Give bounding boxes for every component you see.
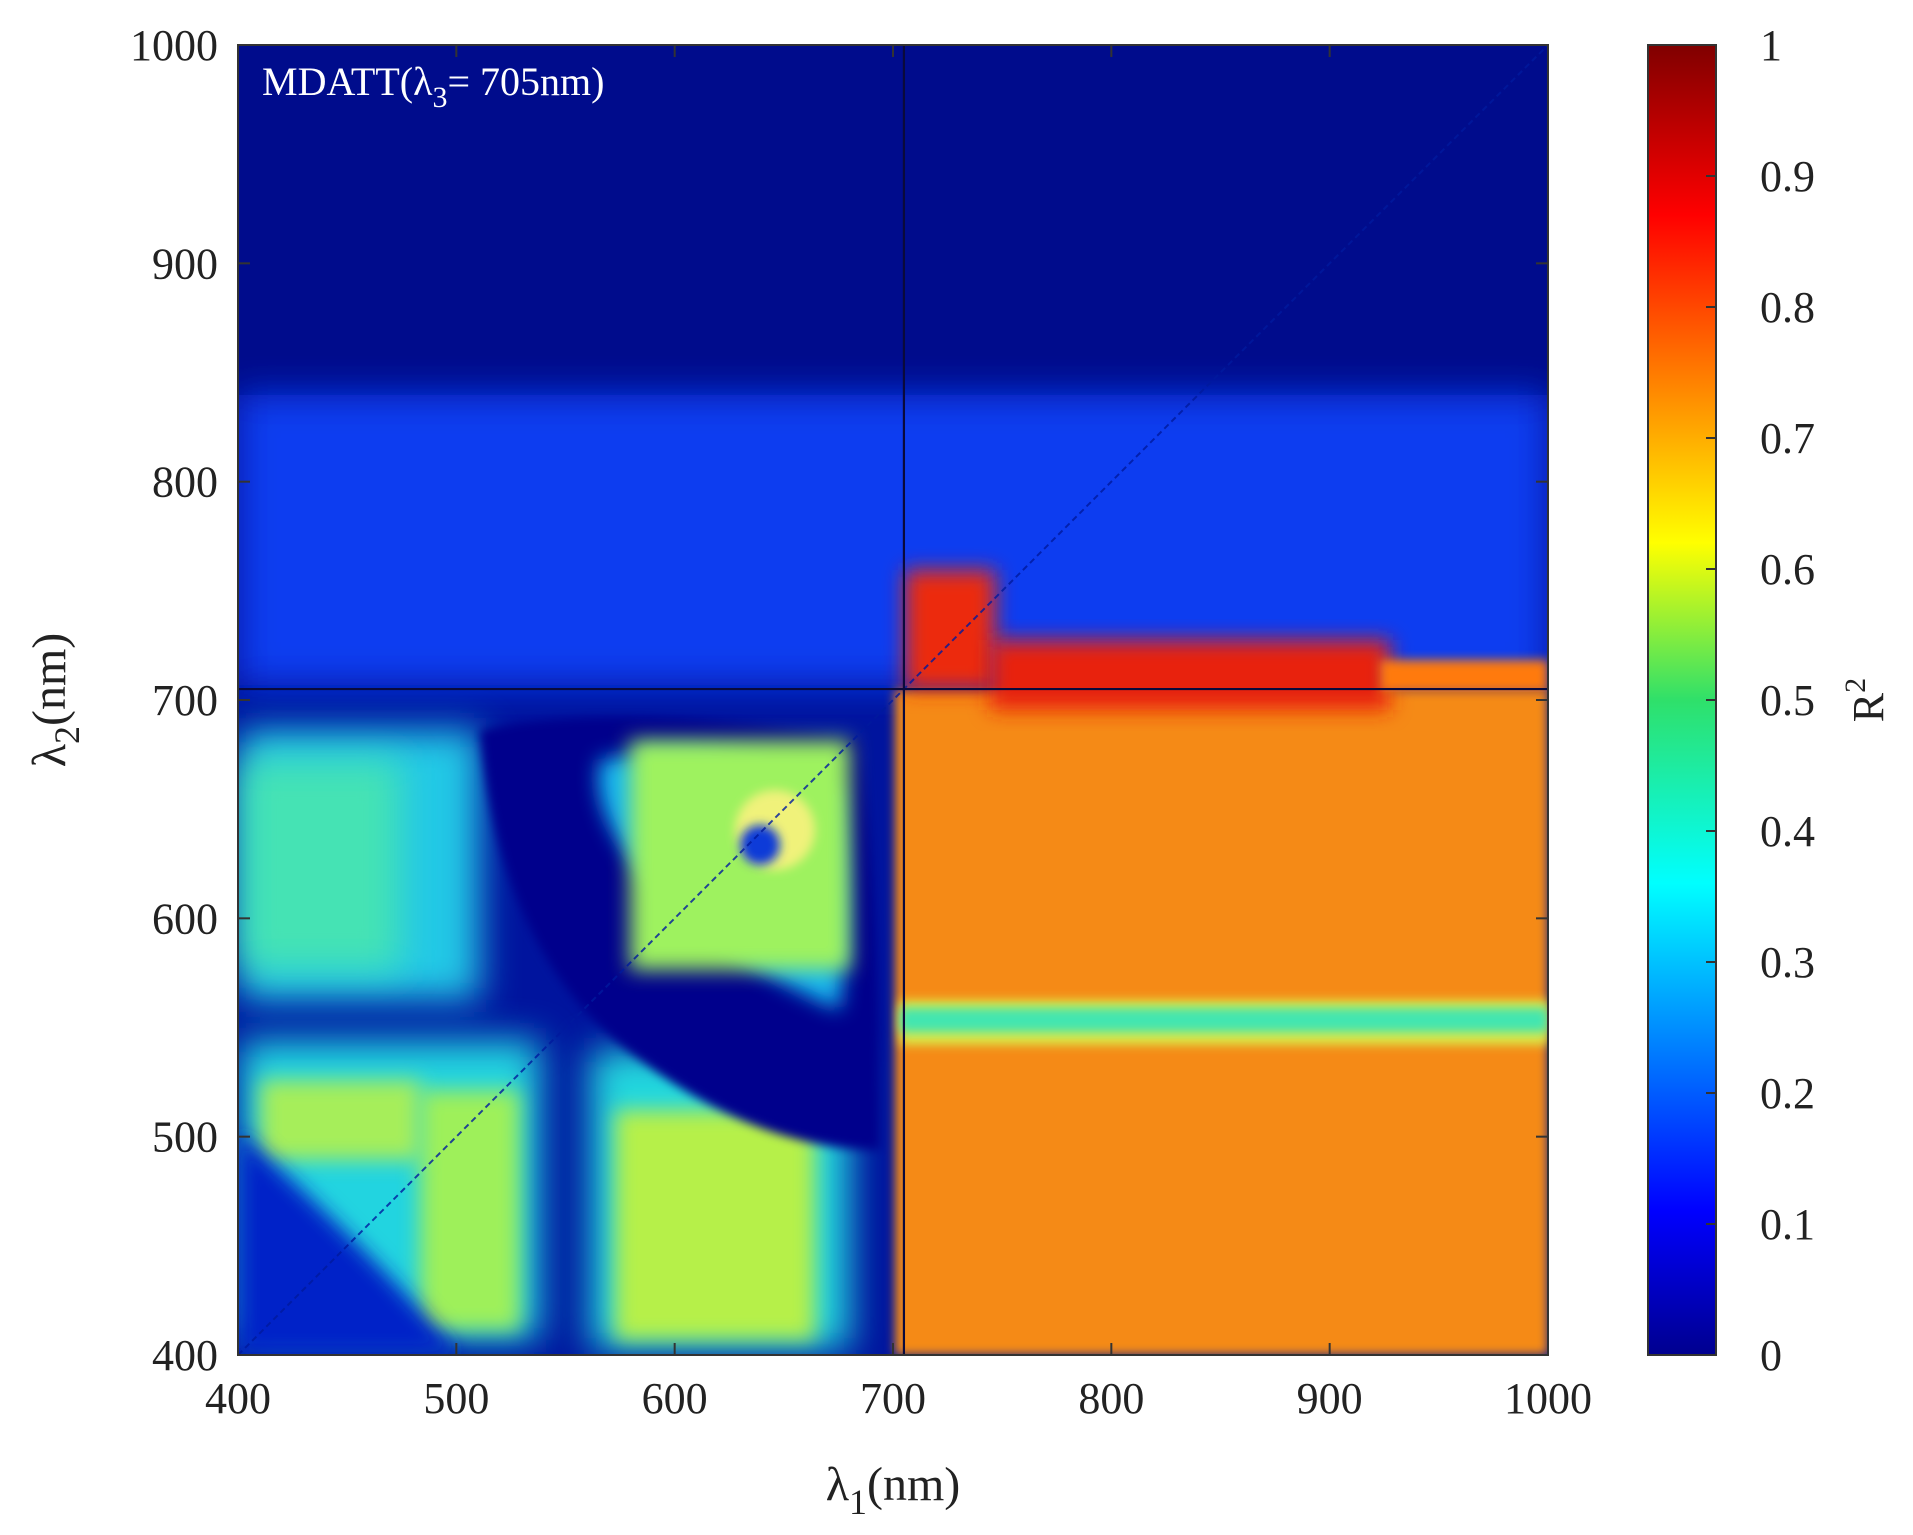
colorbar-gradient [1647,44,1717,1356]
crosshair [238,45,1548,1355]
colorbar-tick-label: 0.7 [1760,414,1815,463]
colorbar-tick-label: 0.1 [1760,1200,1815,1249]
x-tick-label: 800 [1078,1374,1144,1423]
colorbar-tick-label: 0.3 [1760,938,1815,987]
x-axis-label-unit: (nm) [867,1458,960,1511]
colorbar-tick-label: 0.5 [1760,676,1815,725]
x-tick-label: 1000 [1504,1374,1592,1423]
colorbar-tick-label: 0.4 [1760,807,1815,856]
y-axis-label-symbol: λ [23,743,76,767]
y-tick-label: 500 [152,1113,218,1162]
colorbar-ticks: 0 0.1 0.2 0.3 0.4 0.5 0.6 0.7 0.8 0.9 1 [1706,21,1815,1380]
y-axis-label: λ2(nm) [23,633,87,768]
y-tick-label: 400 [152,1331,218,1380]
y-axis-label-unit: (nm) [23,633,76,726]
colorbar-label: R2 [1839,678,1893,722]
x-tick-label: 400 [205,1374,271,1423]
y-tick-label: 700 [152,676,218,725]
y-axis-label-subscript: 2 [47,726,87,744]
annotation: MDATT(λ3= 705nm) [262,59,605,114]
x-axis-label-subscript: 1 [849,1482,867,1522]
x-tick-label: 900 [1297,1374,1363,1423]
colorbar-label-superscript: 2 [1839,678,1872,693]
x-tick-label: 700 [860,1374,926,1423]
colorbar-tick-label: 1 [1760,21,1782,70]
annotation-suffix: = 705nm) [448,59,605,104]
y-tick-label: 900 [152,239,218,288]
colorbar-label-base: R [1844,692,1893,722]
x-tick-label: 600 [642,1374,708,1423]
annotation-prefix: MDATT(λ [262,59,433,104]
colorbar-tick-label: 0.6 [1760,545,1815,594]
x-axis-label: λ1(nm) [826,1458,961,1522]
colorbar-tick-label: 0 [1760,1331,1782,1380]
x-axis-label-symbol: λ [826,1458,850,1511]
colorbar-tick-label: 0.2 [1760,1069,1815,1118]
colorbar-tick-label: 0.8 [1760,283,1815,332]
y-axis-ticks: 400 500 600 700 800 900 1000 [130,21,1548,1380]
y-tick-label: 1000 [130,21,218,70]
annotation-subscript: 3 [433,81,448,114]
colorbar-tick-label: 0.9 [1760,152,1815,201]
y-tick-label: 800 [152,458,218,507]
x-tick-label: 500 [423,1374,489,1423]
x-axis-ticks: 400 500 600 700 800 900 1000 [205,45,1592,1423]
colorbar: 0 0.1 0.2 0.3 0.4 0.5 0.6 0.7 0.8 0.9 1 R2 [1647,21,1893,1380]
y-tick-label: 600 [152,894,218,943]
heatmap-image [238,45,1548,1355]
